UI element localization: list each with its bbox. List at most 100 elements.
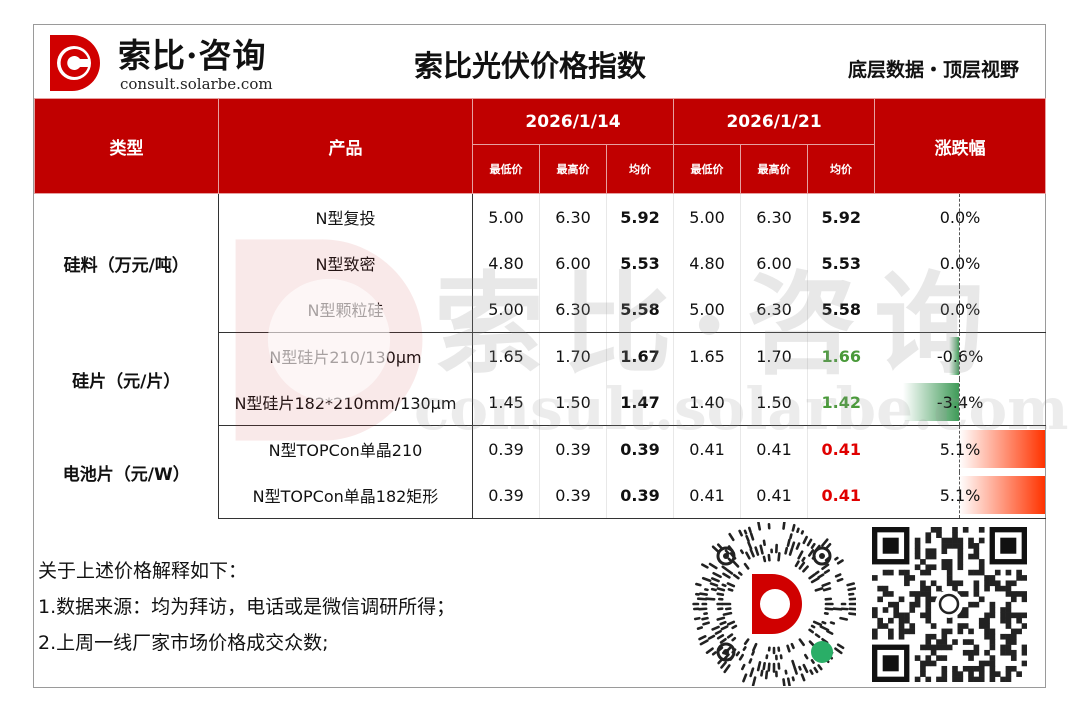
price-cell-d2-low: 1.40	[673, 379, 741, 426]
change-cell: 5.1%	[874, 472, 1046, 519]
price-cell-d2-low: 5.00	[673, 286, 741, 333]
price-cell-d1-avg: 0.39	[605, 425, 674, 472]
category-cell: 硅片（元/片）	[34, 332, 219, 426]
change-axis	[958, 333, 960, 379]
price-cell-d2-low: 1.65	[673, 332, 741, 379]
change-value: 5.1%	[939, 485, 981, 505]
price-index-card: 索比·咨询 consult.solarbe.com 索比光伏价格指数 底层数据・…	[33, 24, 1069, 688]
change-cell: -0.6%	[875, 333, 1046, 379]
price-cell-d1-avg: 1.67	[605, 332, 674, 379]
change-axis	[958, 286, 960, 332]
price-cell-d2-high: 1.50	[740, 379, 808, 426]
change-axis	[958, 379, 960, 425]
header-low-2: 最低价	[673, 144, 742, 194]
category-cell: 硅料（万元/吨）	[34, 193, 219, 333]
change-axis	[958, 194, 960, 240]
change-cell: 5.1%	[875, 426, 1046, 472]
price-cell-d1-avg: 5.58	[605, 286, 674, 333]
price-cell-d1-high: 0.39	[539, 472, 607, 519]
price-cell-d2-avg: 1.42	[807, 379, 875, 426]
change-cell: 0.0%	[874, 286, 1046, 333]
price-cell-d2-avg: 5.58	[807, 286, 875, 333]
mini-program-qr-icon[interactable]	[692, 522, 856, 686]
price-table: 类型 产品 2026/1/14 2026/1/21 涨跌幅 最低价 最高价 均价…	[34, 98, 1047, 519]
price-cell-d1-low: 0.39	[472, 425, 540, 472]
price-cell-d2-high: 1.70	[740, 332, 808, 379]
header-low-1: 最低价	[472, 144, 540, 194]
price-cell-d2-low: 4.80	[673, 240, 741, 286]
header-product: 产品	[218, 98, 473, 194]
price-cell-d2-high: 0.41	[740, 472, 808, 519]
change-cell: 0.0%	[875, 240, 1046, 286]
price-cell-d1-high: 6.30	[539, 193, 607, 240]
notes-line-1: 1.数据来源：均为拜访，电话或是微信调研所得；	[38, 596, 456, 618]
header-type: 类型	[34, 98, 219, 194]
price-cell-d2-high: 6.30	[740, 193, 808, 240]
price-cell-d2-avg: 0.41	[807, 472, 875, 519]
page-title: 索比光伏价格指数	[414, 49, 647, 83]
change-cell: 0.0%	[875, 194, 1046, 240]
header-high-1: 最高价	[539, 144, 607, 194]
category-cell: 电池片（元/W）	[34, 425, 219, 519]
price-cell-d2-low: 5.00	[673, 193, 741, 240]
price-cell-d1-low: 1.45	[472, 379, 540, 426]
table-row: N型TOPCon单晶182矩形 0.39 0.39 0.39 0.41 0.41 0.41 5…	[35, 472, 1046, 519]
header-avg-1: 均价	[605, 144, 675, 194]
price-cell-d2-low: 0.41	[673, 472, 741, 519]
wechat-qr-icon[interactable]	[872, 527, 1027, 682]
notes-line-2: 2.上周一线厂家市场价格成交众数;	[38, 632, 329, 654]
price-cell-d1-low: 4.80	[472, 240, 540, 286]
table-row: 硅料（万元/吨） N型复投 5.00 6.30 5.92 5.00 6.30 5.92 0.0%	[34, 193, 1046, 333]
table-row: N型致密 4.80 6.00 5.53 4.80 6.00 5.53 0.0%	[35, 240, 1046, 286]
product-cell: N型硅片182*210mm/130μm	[218, 379, 473, 426]
price-cell-d1-avg: 5.92	[605, 193, 674, 240]
price-cell-d1-high: 6.30	[539, 286, 607, 333]
price-cell-d1-low: 5.00	[472, 286, 540, 333]
change-value: 0.0%	[939, 207, 981, 227]
change-axis	[958, 472, 960, 518]
change-bar	[902, 383, 959, 421]
header-avg-2: 均价	[807, 144, 876, 194]
table-row: 硅片（元/片） N型硅片210/130μm 1.65 1.70 1.67 1.65 1.70…	[34, 332, 1046, 426]
price-cell-d1-high: 1.50	[539, 379, 607, 426]
price-cell-d2-high: 0.41	[740, 425, 808, 472]
price-cell-d1-low: 0.39	[472, 472, 540, 519]
price-cell-d1-high: 0.39	[539, 425, 607, 472]
product-cell: N型颗粒硅	[218, 286, 473, 333]
change-axis	[958, 240, 960, 286]
change-value: 0.0%	[939, 253, 981, 273]
change-cell: -3.4%	[874, 379, 1046, 426]
product-cell: N型致密	[218, 240, 473, 286]
table-row: N型硅片182*210mm/130μm 1.45 1.50 1.47 1.40 1.50 1…	[35, 379, 1046, 426]
header-date-2: 2026/1/21	[673, 98, 876, 145]
change-axis	[958, 426, 960, 472]
slogan: 底层数据・顶层视野	[847, 59, 1019, 81]
solarbe-logo-icon	[44, 33, 104, 93]
change-bar	[948, 337, 959, 375]
notes: 关于上述价格解释如下： 1.数据来源：均为拜访，电话或是微信调研所得； 2.上周…	[38, 553, 455, 661]
product-cell: N型硅片210/130μm	[218, 332, 473, 379]
brand-name: 索比·咨询	[118, 36, 267, 75]
change-bar	[958, 476, 1045, 514]
price-cell-d2-low: 0.41	[673, 425, 741, 472]
change-value: -0.6%	[936, 346, 984, 366]
price-cell-d1-low: 1.65	[472, 332, 540, 379]
price-cell-d1-avg: 5.53	[605, 240, 674, 286]
price-cell-d1-avg: 0.39	[605, 472, 674, 519]
notes-heading: 关于上述价格解释如下：	[38, 560, 248, 582]
product-cell: N型TOPCon单晶182矩形	[218, 472, 473, 519]
table-body: 硅料（万元/吨） N型复投 5.00 6.30 5.92 5.00 6.30 5.92 0.0%…	[34, 193, 1046, 519]
price-cell-d2-avg: 0.41	[807, 425, 875, 472]
change-bar	[958, 430, 1045, 468]
price-cell-d2-high: 6.00	[740, 240, 808, 286]
brand-url: consult.solarbe.com	[120, 75, 273, 93]
product-cell: N型复投	[218, 193, 473, 240]
change-value: -3.4%	[936, 392, 984, 412]
header-date-1: 2026/1/14	[471, 98, 675, 145]
header-high-2: 最高价	[740, 144, 809, 194]
price-cell-d1-high: 1.70	[539, 332, 607, 379]
price-cell-d1-high: 6.00	[539, 240, 607, 286]
header-change: 涨跌幅	[874, 98, 1047, 194]
change-value: 5.1%	[939, 439, 981, 459]
price-cell-d2-avg: 5.92	[807, 193, 875, 240]
